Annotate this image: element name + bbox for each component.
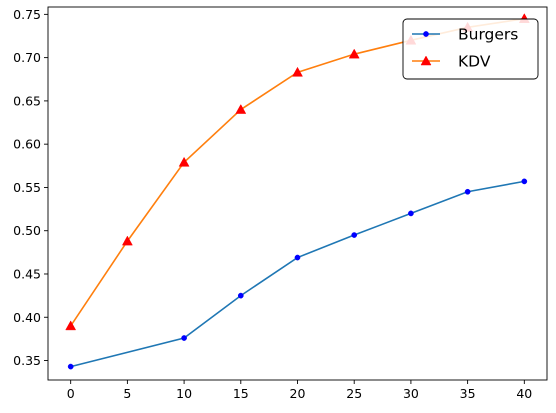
data-point-burgers bbox=[181, 335, 187, 341]
data-point-burgers bbox=[67, 363, 74, 370]
data-point-kdv bbox=[121, 235, 133, 246]
y-tick-label: 0.50 bbox=[13, 223, 41, 238]
y-tick-label: 0.45 bbox=[13, 266, 41, 281]
x-tick-label: 30 bbox=[403, 386, 419, 401]
data-point-kdv bbox=[65, 320, 77, 331]
data-point-burgers bbox=[464, 188, 471, 195]
legend-swatch-marker bbox=[423, 31, 429, 37]
data-point-burgers bbox=[237, 292, 244, 299]
x-tick-label: 20 bbox=[290, 386, 306, 401]
x-tick-label: 40 bbox=[516, 386, 532, 401]
data-point-kdv bbox=[235, 104, 247, 114]
y-tick-label: 0.60 bbox=[13, 137, 41, 152]
y-tick-label: 0.55 bbox=[13, 180, 41, 195]
x-tick-label: 5 bbox=[123, 386, 131, 401]
data-point-burgers bbox=[408, 210, 414, 217]
x-tick-label: 15 bbox=[233, 386, 249, 401]
data-point-kdv bbox=[178, 156, 190, 167]
y-tick-label: 0.70 bbox=[13, 50, 41, 65]
series-burgers bbox=[67, 178, 528, 370]
y-tick-label: 0.40 bbox=[13, 310, 41, 325]
data-point-kdv bbox=[292, 66, 303, 77]
data-point-kdv bbox=[348, 48, 360, 59]
legend-label-kdv: KDV bbox=[458, 53, 491, 71]
x-tick-label: 35 bbox=[460, 386, 476, 401]
data-point-burgers bbox=[351, 232, 358, 238]
y-axis: 0.35 0.40 0.45 0.50 0.55 0.60 0.65 0.70 0.75 bbox=[13, 7, 48, 368]
legend: Burgers KDV bbox=[402, 18, 539, 80]
legend-label-burgers: Burgers bbox=[458, 26, 518, 44]
x-tick-label: 10 bbox=[176, 386, 192, 401]
legend-entry-kdv: KDV bbox=[412, 53, 491, 71]
x-axis: 0 5 10 15 20 25 30 35 40 bbox=[67, 380, 532, 401]
x-tick-label: 25 bbox=[346, 386, 362, 401]
data-point-burgers bbox=[294, 254, 301, 261]
data-point-burgers bbox=[521, 178, 528, 185]
y-tick-label: 0.35 bbox=[13, 353, 41, 368]
y-tick-label: 0.75 bbox=[13, 7, 41, 22]
series-line-burgers bbox=[70, 180, 525, 368]
legend-entry-burgers: Burgers bbox=[412, 26, 518, 44]
y-tick-label: 0.65 bbox=[13, 93, 41, 108]
x-tick-label: 0 bbox=[67, 386, 75, 401]
legend-swatch-marker bbox=[420, 55, 432, 66]
